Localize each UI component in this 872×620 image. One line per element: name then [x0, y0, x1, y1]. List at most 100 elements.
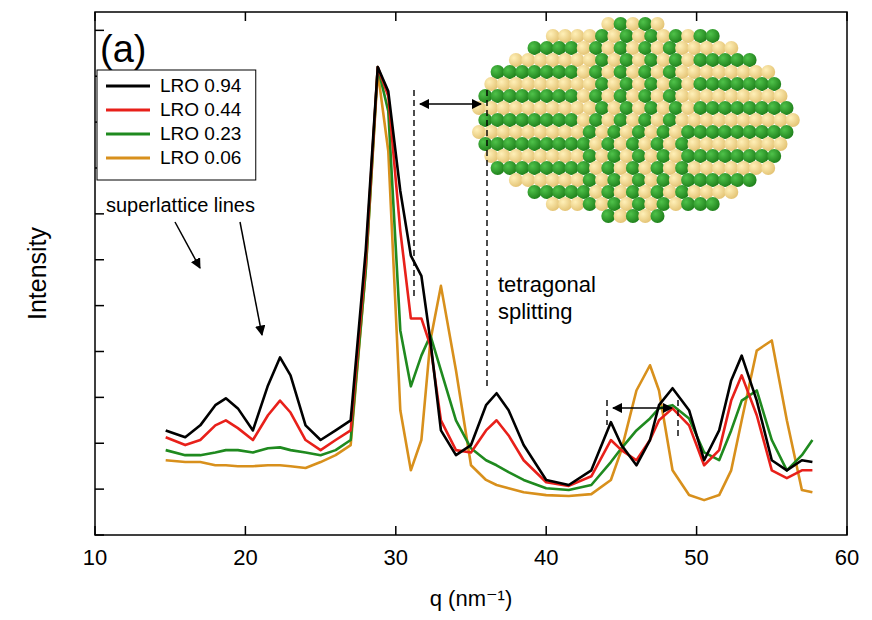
legend: LRO 0.94LRO 0.44LRO 0.23LRO 0.06 [97, 70, 256, 180]
atom [743, 53, 757, 67]
atom [693, 101, 707, 115]
atom [577, 161, 591, 175]
x-tick-label: 20 [233, 545, 257, 570]
atom [626, 209, 640, 223]
atom [540, 89, 554, 103]
x-tick-top [846, 12, 848, 21]
atom [712, 89, 726, 103]
atom [577, 113, 591, 127]
atom [718, 77, 732, 91]
series-line [166, 67, 813, 490]
atom [706, 173, 720, 187]
series-group [166, 67, 813, 500]
atom [761, 161, 775, 175]
series-line [166, 67, 813, 485]
atom [718, 173, 732, 187]
atom [693, 197, 707, 211]
atom [583, 125, 597, 139]
atom [503, 137, 517, 151]
atom [607, 125, 621, 139]
atom [570, 77, 584, 91]
atom [712, 65, 726, 79]
atom [620, 77, 634, 91]
x-tick [545, 526, 547, 535]
atom [552, 185, 566, 199]
atom [626, 65, 640, 79]
atom [601, 65, 615, 79]
atom [614, 185, 628, 199]
atom [743, 125, 757, 139]
atom [589, 185, 603, 199]
atom [515, 65, 529, 79]
atom [663, 137, 677, 151]
annotation-arrow [613, 407, 672, 409]
legend-swatch [106, 85, 150, 88]
atom [638, 113, 652, 127]
atom [681, 197, 695, 211]
atom [687, 65, 701, 79]
annotation-line: splitting [498, 299, 573, 324]
atom [700, 185, 714, 199]
atom [583, 53, 597, 67]
atom [669, 149, 683, 163]
atom [558, 77, 572, 91]
atom [675, 89, 689, 103]
atom [614, 209, 628, 223]
atom [638, 89, 652, 103]
x-tick [94, 526, 96, 535]
atom [583, 149, 597, 163]
atom [693, 53, 707, 67]
atom [730, 53, 744, 67]
atom [718, 53, 732, 67]
atom [644, 173, 658, 187]
atom [589, 89, 603, 103]
atom [743, 173, 757, 187]
atom [632, 173, 646, 187]
atom [595, 77, 609, 91]
atom [706, 101, 720, 115]
atom [503, 113, 517, 127]
y-tick [95, 259, 104, 261]
legend-swatch [106, 157, 150, 160]
atom [528, 41, 542, 55]
atom [693, 29, 707, 43]
atom [620, 29, 634, 43]
atom [570, 197, 584, 211]
atom [632, 101, 646, 115]
atom [657, 101, 671, 115]
atom [540, 161, 554, 175]
atom [589, 161, 603, 175]
legend-label: LRO 0.94 [160, 75, 242, 96]
atom [730, 77, 744, 91]
atom [601, 209, 615, 223]
atom [546, 173, 560, 187]
atom [546, 197, 560, 211]
atom [503, 65, 517, 79]
atom [632, 125, 646, 139]
atom [693, 77, 707, 91]
annotations: superlattice linestetragonalsplitting [106, 90, 678, 440]
atom [614, 89, 628, 103]
atom [564, 161, 578, 175]
atom [528, 161, 542, 175]
atom [564, 113, 578, 127]
atom [737, 65, 751, 79]
atom [749, 137, 763, 151]
atom [693, 125, 707, 139]
atom [620, 173, 634, 187]
atom [626, 89, 640, 103]
atom [620, 197, 634, 211]
atom [607, 101, 621, 115]
atom [589, 65, 603, 79]
atom [472, 125, 486, 139]
chart: 102030405060q (nm⁻¹)Intensity(a)LRO 0.94… [0, 0, 872, 620]
atom [767, 125, 781, 139]
atom [755, 77, 769, 91]
atom [614, 41, 628, 55]
atom [491, 65, 505, 79]
atom [614, 17, 628, 31]
atom [687, 113, 701, 127]
atom [626, 17, 640, 31]
atom [558, 197, 572, 211]
atom [558, 29, 572, 43]
